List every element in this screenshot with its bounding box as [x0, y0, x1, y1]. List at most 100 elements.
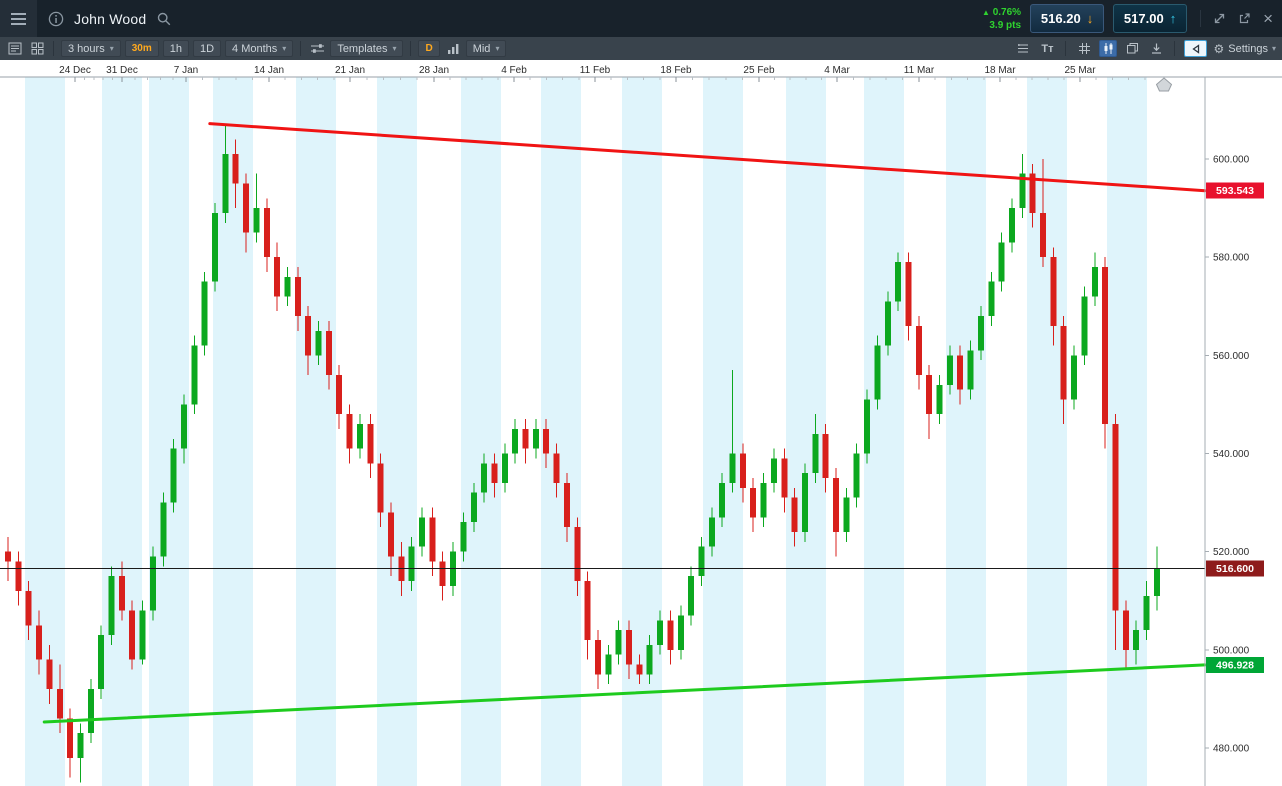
current-price-badge-label: 516.600	[1216, 563, 1254, 575]
weekend-band	[377, 77, 417, 786]
mini-bars-icon[interactable]	[444, 40, 462, 57]
drawing-cursor-button[interactable]	[1184, 40, 1208, 57]
templates-value: Templates	[337, 42, 388, 55]
toolbar-right-group: Tт	[1014, 40, 1276, 57]
candle-body	[346, 414, 353, 449]
interval-dropdown[interactable]: 3 hours ▾	[61, 40, 121, 57]
date-label: 24 Dec	[59, 65, 91, 76]
detach-window-icon[interactable]	[1213, 12, 1226, 25]
scroll-to-latest-icon[interactable]	[1155, 77, 1173, 92]
candlestick-style-icon[interactable]	[1099, 40, 1118, 57]
candle-body	[1019, 173, 1026, 209]
support-price-badge: 496.928	[1206, 656, 1264, 673]
period-d-button[interactable]: D	[418, 40, 440, 57]
search-icon[interactable]	[157, 12, 171, 26]
candle-body	[263, 208, 270, 258]
range-dropdown[interactable]: 4 Months ▾	[225, 40, 294, 57]
candle-body	[294, 276, 301, 317]
candle-body	[957, 355, 964, 390]
candle-body	[1122, 610, 1129, 650]
date-label: 14 Jan	[254, 65, 284, 76]
candle-body	[915, 325, 922, 375]
candle-body	[336, 374, 343, 415]
candle-body	[149, 556, 156, 611]
candle-body	[1153, 568, 1160, 596]
candle-body	[1081, 296, 1088, 356]
candle-body	[936, 384, 943, 415]
candle-body	[1102, 266, 1109, 425]
date-label: 31 Dec	[106, 65, 138, 76]
candle-body	[212, 212, 218, 282]
info-icon[interactable]	[48, 11, 64, 27]
date-label: 21 Jan	[335, 65, 365, 76]
candle-body	[36, 625, 43, 660]
support-price-badge-label: 496.928	[1216, 659, 1254, 671]
popout-window-icon[interactable]	[1238, 12, 1251, 25]
candle-body	[501, 453, 508, 483]
trendline-support[interactable]	[42, 663, 1207, 724]
date-label: 18 Feb	[660, 65, 692, 76]
candle-body	[439, 561, 446, 586]
candle-body	[843, 497, 850, 533]
candle-body	[481, 463, 488, 493]
candle-body	[563, 482, 570, 528]
chevron-down-icon: ▾	[392, 44, 397, 53]
candle-body	[584, 581, 591, 640]
candle-body	[1050, 257, 1057, 326]
price-axis-label: 560.000	[1213, 351, 1250, 362]
weekend-band	[703, 77, 743, 786]
download-chart-icon[interactable]	[1147, 40, 1165, 57]
candle-body	[1060, 325, 1067, 400]
sell-price-button[interactable]: 516.20 ↓	[1030, 4, 1105, 33]
candle-body	[274, 257, 281, 297]
candle-body	[884, 301, 891, 346]
interval-30m-button[interactable]: 30m	[124, 40, 159, 57]
candle-body	[243, 183, 250, 233]
candle-body	[781, 458, 788, 498]
date-label: 4 Mar	[824, 65, 850, 76]
interval-1d-button[interactable]: 1D	[192, 40, 222, 57]
interval-1h-button[interactable]: 1h	[162, 40, 189, 57]
menu-button[interactable]	[0, 0, 37, 37]
candle-body	[77, 733, 84, 758]
gridlines-icon[interactable]	[1075, 40, 1093, 57]
candle-body	[615, 630, 622, 655]
buy-price-button[interactable]: 517.00 ↑	[1113, 4, 1188, 33]
chevron-down-icon: ▾	[495, 44, 500, 53]
layout-grid-icon[interactable]	[28, 40, 46, 57]
candle-body	[853, 453, 860, 498]
price-chart[interactable]: 24 Dec 31 Dec 7 Jan 14 Jan 21 Jan 28 Jan 4 Feb…	[0, 60, 1282, 786]
candle-body	[46, 659, 53, 690]
candle-body	[191, 345, 198, 405]
price-type-value: Mid	[472, 42, 491, 55]
sell-price: 516.20	[1040, 11, 1081, 26]
news-list-icon[interactable]	[6, 40, 24, 57]
compare-windows-icon[interactable]	[1123, 40, 1141, 57]
candle-body	[646, 644, 653, 675]
trendline-resistance[interactable]	[208, 122, 1207, 193]
settings-dropdown[interactable]: ⚙ Settings ▾	[1213, 42, 1276, 56]
close-icon[interactable]: ×	[1263, 9, 1273, 28]
candle-body	[139, 610, 146, 660]
candle-body	[429, 517, 436, 562]
candle-body	[988, 281, 995, 317]
candle-body	[387, 512, 394, 557]
candle-body	[532, 428, 539, 449]
candle-body	[522, 428, 529, 449]
candle-body	[553, 453, 560, 483]
candle-body	[677, 615, 684, 650]
price-type-dropdown[interactable]: Mid ▾	[465, 40, 507, 57]
order-panel-icon[interactable]	[1014, 40, 1032, 57]
date-label: 25 Mar	[1064, 65, 1096, 76]
weekend-band	[864, 77, 904, 786]
templates-dropdown[interactable]: Templates ▾	[330, 40, 404, 57]
candle-body	[739, 453, 746, 488]
candle-body	[305, 316, 312, 356]
text-size-icon[interactable]: Tт	[1041, 42, 1054, 55]
resistance-price-badge: 593.543	[1206, 182, 1264, 199]
candle-body	[688, 576, 695, 616]
date-label: 25 Feb	[743, 65, 775, 76]
indicator-sliders-icon[interactable]	[308, 40, 326, 57]
price-change: ▲ 0.76% 3.9 pts	[982, 6, 1021, 32]
